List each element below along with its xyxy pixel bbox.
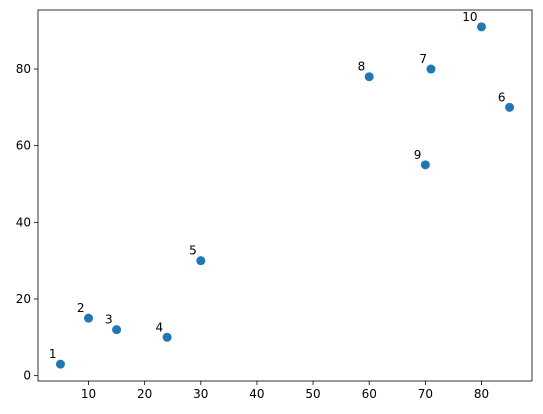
y-tick-label: 40 — [16, 215, 31, 229]
point — [162, 332, 172, 342]
x-tick-label: 40 — [249, 387, 264, 401]
point — [476, 22, 486, 32]
point-label: 8 — [358, 60, 366, 74]
point — [112, 325, 122, 335]
point-label: 2 — [77, 301, 85, 315]
x-tick-label: 30 — [193, 387, 208, 401]
point — [55, 359, 65, 369]
point-label: 7 — [419, 52, 427, 66]
point-label: 10 — [462, 10, 477, 24]
point-label: 4 — [155, 320, 163, 334]
y-tick-label: 60 — [16, 139, 31, 153]
point — [420, 160, 430, 170]
point — [196, 256, 206, 266]
point-label: 6 — [498, 90, 506, 104]
y-tick-label: 80 — [16, 62, 31, 76]
point-label: 9 — [414, 148, 422, 162]
point — [426, 64, 436, 74]
y-tick-label: 0 — [23, 369, 31, 383]
x-tick-label: 60 — [362, 387, 377, 401]
x-tick-label: 20 — [137, 387, 152, 401]
y-tick-label: 20 — [16, 292, 31, 306]
x-tick-label: 80 — [474, 387, 489, 401]
x-tick-label: 70 — [418, 387, 433, 401]
point-label: 5 — [189, 244, 197, 258]
x-tick-label: 10 — [81, 387, 96, 401]
x-tick-label: 50 — [305, 387, 320, 401]
point — [364, 72, 374, 82]
point-label: 1 — [49, 347, 57, 361]
point — [505, 102, 515, 112]
plot-frame — [37, 9, 533, 382]
point — [84, 313, 94, 323]
point-label: 3 — [105, 313, 113, 327]
